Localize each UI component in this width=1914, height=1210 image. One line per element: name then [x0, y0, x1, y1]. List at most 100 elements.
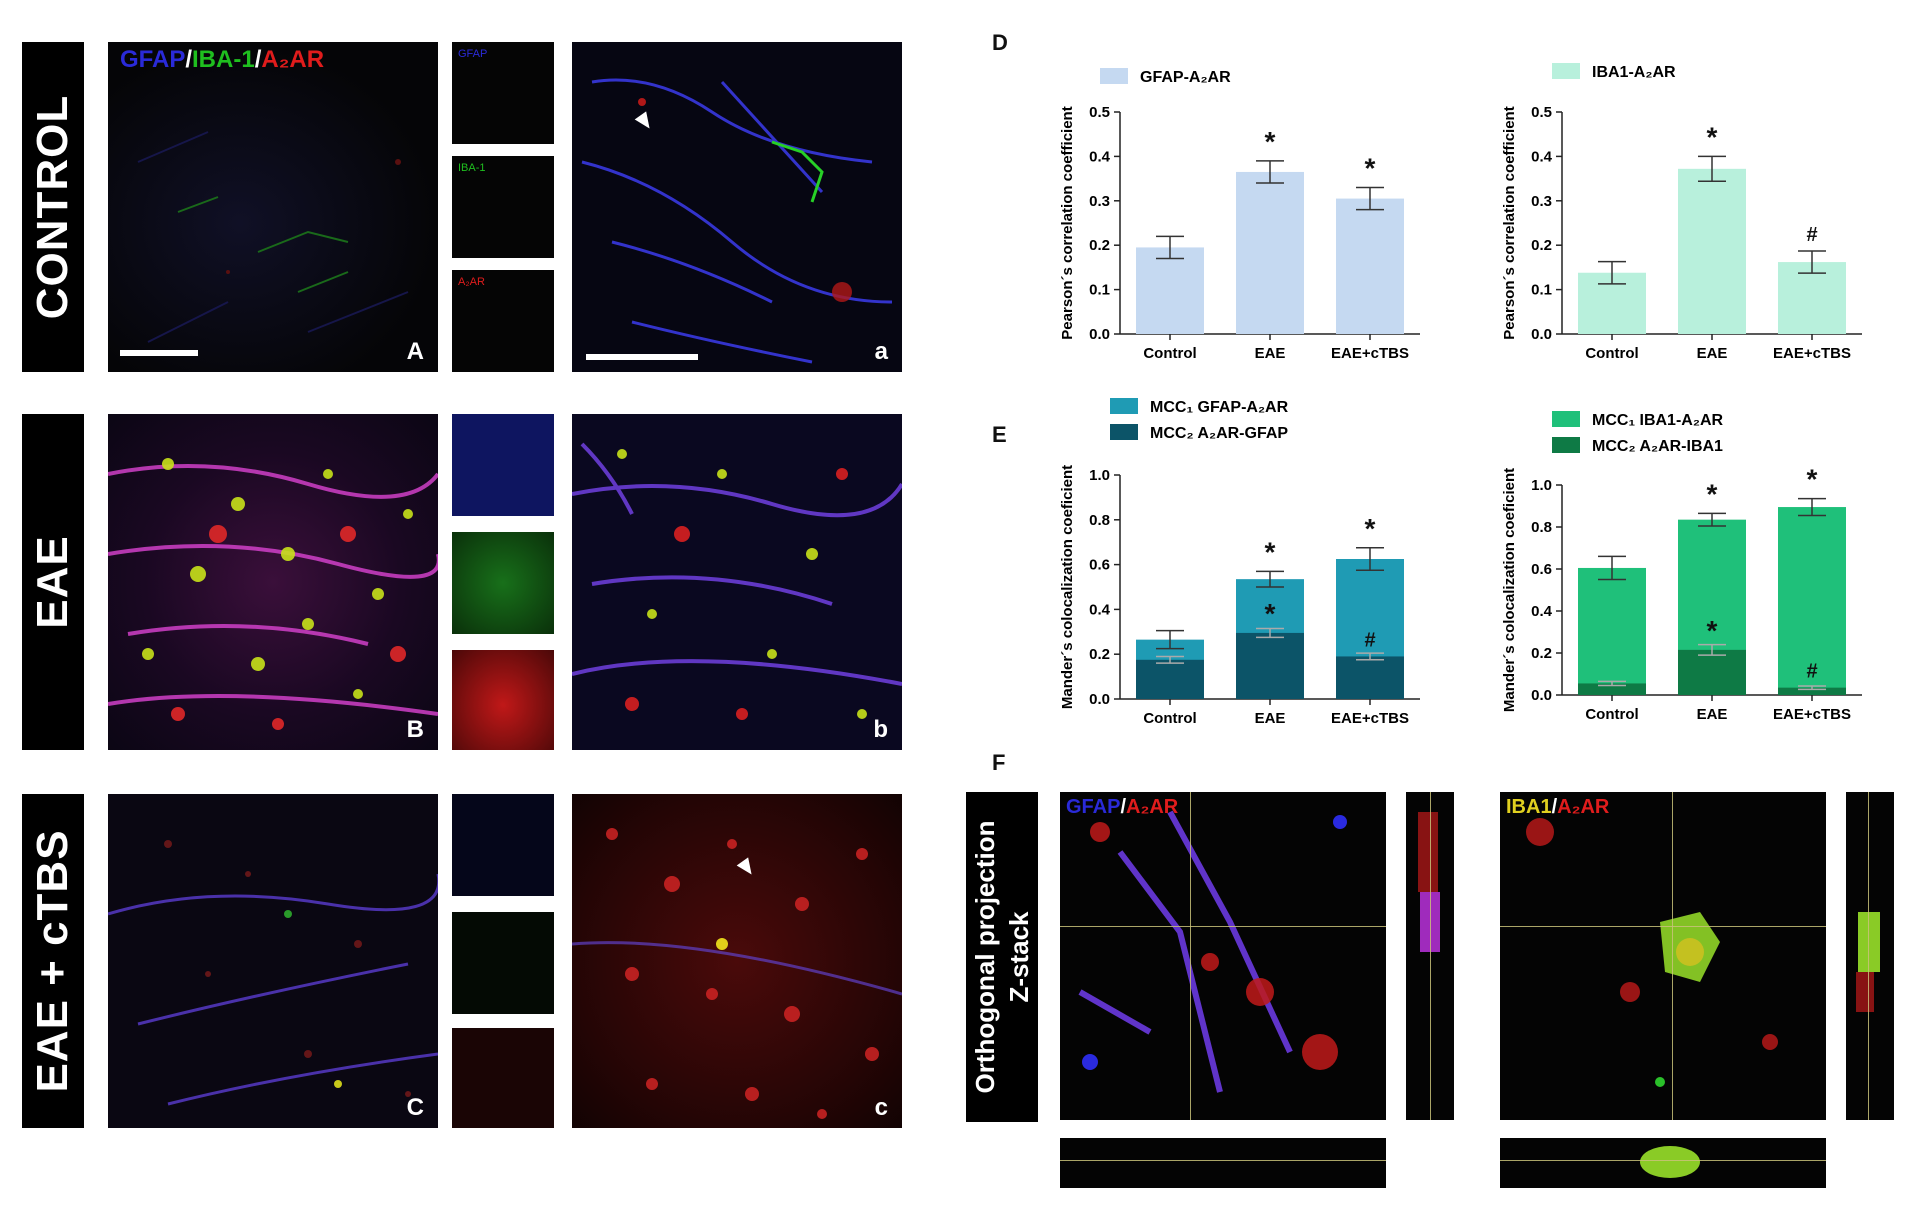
y-tick-label: 0.3 [1531, 193, 1552, 210]
eae-texture [108, 458, 438, 730]
inset-eae-iba [452, 532, 554, 634]
row-label-eae-ctbs: EAE + cTBS [22, 794, 84, 1128]
x-tick-label: EAE+cTBS [1773, 706, 1851, 723]
inset-ctbs-iba [452, 912, 554, 1014]
bar [1236, 171, 1304, 334]
channel-title: GFAP/IBA-1/A₂AR [120, 46, 325, 73]
y-tick-label: 0.6 [1089, 557, 1110, 574]
legend-label: MCC₁ GFAP-A₂AR [1150, 399, 1289, 416]
x-tick-label: Control [1143, 710, 1196, 727]
y-tick-label: 0.4 [1089, 601, 1111, 618]
panel-letter-b: b [873, 716, 888, 743]
y-tick-label: 0.4 [1531, 148, 1553, 165]
ortho-iba-bottom [1500, 1138, 1826, 1188]
row-label-eae: EAE [22, 414, 84, 750]
control-zoom-texture [581, 78, 893, 364]
legend-label: MCC₂ A₂AR-IBA1 [1592, 438, 1723, 455]
y-tick-label: 0.0 [1089, 326, 1110, 343]
x-tick-label: EAE+cTBS [1331, 345, 1409, 362]
y-tick-label: 0.5 [1089, 104, 1110, 121]
legend-label: MCC₂ A₂AR-GFAP [1150, 425, 1288, 442]
x-tick-label: EAE [1255, 710, 1286, 727]
y-tick-label: 0.1 [1089, 282, 1110, 299]
inset-eae-gfap [452, 414, 554, 516]
panel-letter-D: D [992, 30, 1008, 55]
y-axis-label: Mander´s colocalization coeficient [1501, 468, 1518, 712]
bar [1678, 649, 1746, 695]
micrograph-eae-zoom: b [572, 414, 902, 750]
micrograph-ctbs-zoom: c [572, 794, 902, 1128]
inset-eae-a2a [452, 650, 554, 750]
y-axis-label: Mander´s colocalization coeficient [1059, 465, 1076, 709]
significance-marker: # [1806, 224, 1817, 246]
panel-letter-B: B [406, 716, 424, 743]
bar [1778, 687, 1846, 695]
legend-swatch [1110, 424, 1138, 440]
significance-marker: # [1364, 629, 1375, 651]
y-axis-label: Pearson´s correlation coefficient [1501, 106, 1518, 339]
chart-manders-gfap: Mander´s colocalization coeficient 0.0 0.2… [1059, 398, 1420, 727]
bar [1778, 507, 1846, 695]
chart-pearson-iba: Pearson´s correlation coefficient 0.0 0.1 0… [1501, 63, 1862, 362]
inset-control-gfap: GFAP [452, 42, 554, 144]
significance-marker: * [1365, 152, 1376, 183]
legend-swatch [1552, 63, 1580, 79]
ortho-gfap-side [1406, 792, 1454, 1120]
ortho-gfap-texture [1078, 810, 1347, 1093]
inset-ctbs-gfap [452, 794, 554, 896]
legend-swatch [1100, 68, 1128, 84]
bar [1336, 198, 1404, 334]
y-tick-label: 0.3 [1089, 193, 1110, 210]
x-tick-label: Control [1143, 345, 1196, 362]
y-tick-label: 0.2 [1089, 646, 1110, 663]
y-tick-label: 0.1 [1531, 282, 1552, 299]
legend-label: IBA1-A₂AR [1592, 64, 1676, 81]
chart-manders-iba: Mander´s colocalization coeficient 0.0 0.2… [1501, 411, 1862, 723]
ctbs-texture [108, 840, 438, 1106]
panel-letter-C: C [406, 1094, 424, 1121]
micrograph-eae-overview: B [108, 414, 438, 750]
bar [1778, 262, 1846, 334]
y-tick-label: 0.4 [1531, 603, 1553, 620]
micrograph-control-overview: GFAP/IBA-1/A₂AR A [108, 42, 438, 372]
ortho-label: Orthogonal projection Z-stack [966, 792, 1038, 1122]
legend-swatch [1552, 437, 1580, 453]
y-tick-label: 0.8 [1089, 512, 1110, 529]
scale-bar [586, 354, 698, 360]
x-tick-label: EAE [1255, 345, 1286, 362]
y-tick-label: 0.0 [1531, 326, 1552, 343]
inset-control-a2a: A₂AR [452, 270, 554, 372]
x-tick-label: EAE [1697, 706, 1728, 723]
x-tick-label: EAE [1697, 345, 1728, 362]
bar [1678, 168, 1746, 334]
significance-marker: * [1707, 615, 1718, 646]
significance-marker: * [1707, 121, 1718, 152]
x-tick-label: EAE+cTBS [1773, 345, 1851, 362]
ortho-gfap-title: GFAP/A₂AR [1066, 796, 1179, 818]
legend-label: GFAP-A₂AR [1140, 69, 1231, 86]
y-tick-label: 0.2 [1089, 237, 1110, 254]
row-label-control: CONTROL [22, 42, 84, 372]
legend-label: MCC₁ IBA1-A₂AR [1592, 412, 1724, 429]
bar [1236, 632, 1304, 699]
y-tick-label: 1.0 [1531, 477, 1552, 494]
ortho-iba-title: IBA1/A₂AR [1506, 796, 1610, 818]
scale-bar [120, 350, 198, 356]
ortho-gfap-bottom [1060, 1138, 1386, 1188]
legend-swatch [1110, 398, 1138, 414]
x-tick-label: Control [1585, 706, 1638, 723]
significance-marker: * [1365, 513, 1376, 544]
control-texture [137, 131, 409, 343]
bar [1578, 683, 1646, 695]
significance-marker: * [1265, 126, 1276, 157]
significance-marker: * [1265, 536, 1276, 567]
inset-control-iba: IBA-1 [452, 156, 554, 258]
bar [1578, 567, 1646, 695]
ortho-gfap-main: GFAP/A₂AR [1060, 792, 1386, 1120]
micrograph-control-zoom: a [572, 42, 902, 372]
y-axis-label: Pearson´s correlation coefficient [1059, 106, 1076, 339]
x-tick-label: Control [1585, 345, 1638, 362]
significance-marker: * [1707, 478, 1718, 509]
legend-swatch [1552, 411, 1580, 427]
significance-marker: * [1265, 598, 1276, 629]
